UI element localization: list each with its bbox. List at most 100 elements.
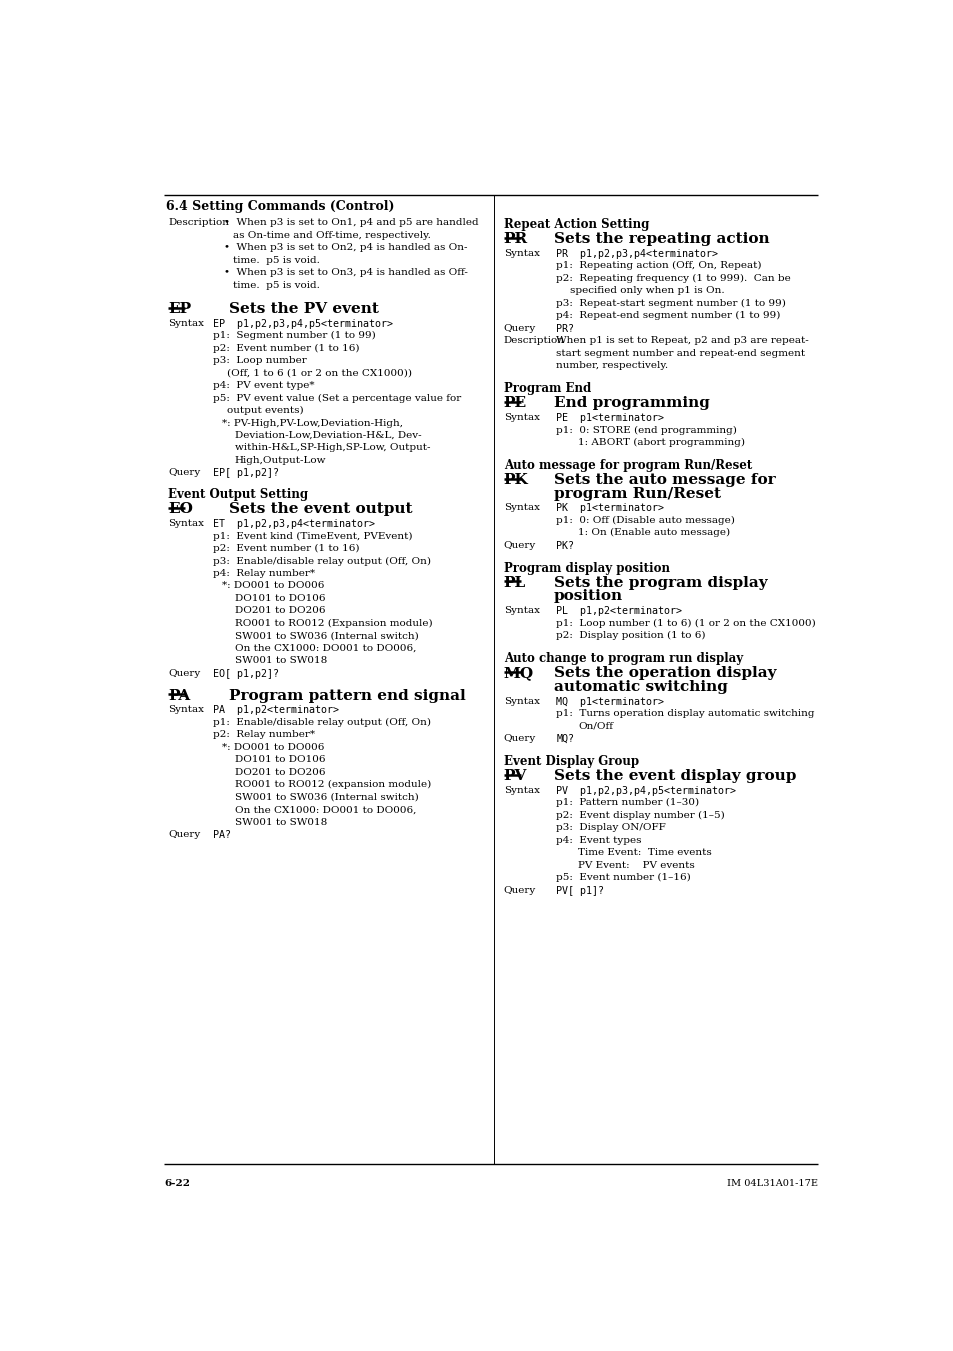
- Text: Description: Description: [503, 336, 564, 346]
- Text: PE  p1<terminator>: PE p1<terminator>: [556, 413, 663, 423]
- Text: IM 04L31A01-17E: IM 04L31A01-17E: [726, 1179, 818, 1189]
- Text: SW001 to SW018: SW001 to SW018: [234, 817, 327, 827]
- Text: output events): output events): [227, 407, 303, 415]
- Text: p3:  Loop number: p3: Loop number: [213, 357, 307, 365]
- Text: DO201 to DO206: DO201 to DO206: [234, 607, 325, 615]
- Text: *: PV-High,PV-Low,Deviation-High,: *: PV-High,PV-Low,Deviation-High,: [222, 419, 403, 427]
- Text: Sets the event output: Sets the event output: [229, 503, 412, 516]
- Text: PR  p1,p2,p3,p4<terminator>: PR p1,p2,p3,p4<terminator>: [556, 249, 718, 259]
- Text: p1:  Turns operation display automatic switching: p1: Turns operation display automatic sw…: [556, 709, 814, 719]
- Text: Sets the operation display: Sets the operation display: [554, 666, 776, 680]
- Text: PK?: PK?: [556, 540, 574, 551]
- Text: Program pattern end signal: Program pattern end signal: [229, 689, 465, 703]
- Text: 6.4 Setting Commands (Control): 6.4 Setting Commands (Control): [166, 200, 394, 213]
- Text: MQ: MQ: [503, 666, 534, 680]
- Text: Event Display Group: Event Display Group: [503, 755, 639, 769]
- Text: Syntax: Syntax: [503, 607, 539, 615]
- Text: Time Event:  Time events: Time Event: Time events: [578, 848, 711, 858]
- Text: Query: Query: [503, 324, 536, 332]
- Text: Query: Query: [168, 830, 200, 839]
- Text: Syntax: Syntax: [168, 519, 204, 528]
- Text: *: DO001 to DO006: *: DO001 to DO006: [222, 743, 324, 753]
- Text: DO101 to DO106: DO101 to DO106: [234, 594, 325, 603]
- Text: Syntax: Syntax: [503, 413, 539, 422]
- Text: p4:  Event types: p4: Event types: [556, 836, 641, 844]
- Text: EP[ p1,p2]?: EP[ p1,p2]?: [213, 469, 278, 478]
- Text: PV[ p1]?: PV[ p1]?: [556, 886, 603, 896]
- Text: p2:  Event number (1 to 16): p2: Event number (1 to 16): [213, 343, 359, 353]
- Text: SW001 to SW036 (Internal switch): SW001 to SW036 (Internal switch): [234, 793, 418, 801]
- Text: p3:  Repeat-start segment number (1 to 99): p3: Repeat-start segment number (1 to 99…: [556, 299, 785, 308]
- Text: Sets the event display group: Sets the event display group: [554, 769, 796, 784]
- Text: p2:  Repeating frequency (1 to 999).  Can be: p2: Repeating frequency (1 to 999). Can …: [556, 274, 790, 282]
- Text: number, respectively.: number, respectively.: [556, 361, 668, 370]
- Text: p4:  Relay number*: p4: Relay number*: [213, 569, 314, 578]
- Text: MQ?: MQ?: [556, 734, 574, 744]
- Text: On the CX1000: DO001 to DO006,: On the CX1000: DO001 to DO006,: [234, 643, 416, 653]
- Text: When p1 is set to Repeat, p2 and p3 are repeat-: When p1 is set to Repeat, p2 and p3 are …: [556, 336, 808, 346]
- Text: p4:  Repeat-end segment number (1 to 99): p4: Repeat-end segment number (1 to 99): [556, 311, 780, 320]
- Text: 1: On (Enable auto message): 1: On (Enable auto message): [578, 528, 729, 538]
- Text: Sets the repeating action: Sets the repeating action: [554, 232, 769, 246]
- Text: Sets the PV event: Sets the PV event: [229, 301, 378, 316]
- Text: EP  p1,p2,p3,p4,p5<terminator>: EP p1,p2,p3,p4,p5<terminator>: [213, 319, 393, 328]
- Text: SW001 to SW036 (Internal switch): SW001 to SW036 (Internal switch): [234, 631, 418, 640]
- Text: p1:  0: Off (Disable auto message): p1: 0: Off (Disable auto message): [556, 516, 735, 526]
- Text: Auto message for program Run/Reset: Auto message for program Run/Reset: [503, 459, 751, 471]
- Text: p2:  Display position (1 to 6): p2: Display position (1 to 6): [556, 631, 705, 640]
- Text: automatic switching: automatic switching: [554, 680, 727, 694]
- Text: p1:  Loop number (1 to 6) (1 or 2 on the CX1000): p1: Loop number (1 to 6) (1 or 2 on the …: [556, 619, 815, 628]
- Text: High,Output-Low: High,Output-Low: [234, 455, 326, 465]
- Text: Sets the program display: Sets the program display: [554, 576, 767, 589]
- Text: PV: PV: [503, 769, 526, 784]
- Text: p1:  Segment number (1 to 99): p1: Segment number (1 to 99): [213, 331, 375, 340]
- Text: DO101 to DO106: DO101 to DO106: [234, 755, 325, 765]
- Text: PR?: PR?: [556, 324, 574, 334]
- Text: specified only when p1 is On.: specified only when p1 is On.: [570, 286, 724, 296]
- Text: *: DO001 to DO006: *: DO001 to DO006: [222, 581, 324, 590]
- Text: PA: PA: [168, 689, 191, 703]
- Text: p4:  PV event type*: p4: PV event type*: [213, 381, 314, 390]
- Text: p1:  Pattern number (1–30): p1: Pattern number (1–30): [556, 798, 699, 808]
- Text: PK: PK: [503, 473, 528, 486]
- Text: •  When p3 is set to On1, p4 and p5 are handled: • When p3 is set to On1, p4 and p5 are h…: [224, 219, 478, 227]
- Text: PL: PL: [503, 576, 525, 589]
- Text: p3:  Enable/disable relay output (Off, On): p3: Enable/disable relay output (Off, On…: [213, 557, 431, 566]
- Text: 6-22: 6-22: [164, 1179, 190, 1189]
- Text: within-H&L,SP-High,SP-Low, Output-: within-H&L,SP-High,SP-Low, Output-: [234, 443, 430, 453]
- Text: Syntax: Syntax: [168, 319, 204, 328]
- Text: time.  p5 is void.: time. p5 is void.: [233, 255, 319, 265]
- Text: PL  p1,p2<terminator>: PL p1,p2<terminator>: [556, 607, 681, 616]
- Text: Program End: Program End: [503, 382, 590, 396]
- Text: p5:  Event number (1–16): p5: Event number (1–16): [556, 873, 690, 882]
- Text: Syntax: Syntax: [168, 705, 204, 715]
- Text: as On-time and Off-time, respectively.: as On-time and Off-time, respectively.: [233, 231, 431, 240]
- Text: p2:  Event display number (1–5): p2: Event display number (1–5): [556, 811, 724, 820]
- Text: PK  p1<terminator>: PK p1<terminator>: [556, 504, 663, 513]
- Text: Program display position: Program display position: [503, 562, 669, 576]
- Text: Description: Description: [168, 219, 229, 227]
- Text: On/Off: On/Off: [578, 721, 613, 731]
- Text: RO001 to RO012 (expansion module): RO001 to RO012 (expansion module): [234, 781, 431, 789]
- Text: PE: PE: [503, 396, 526, 411]
- Text: Query: Query: [503, 886, 536, 894]
- Text: p1:  Repeating action (Off, On, Repeat): p1: Repeating action (Off, On, Repeat): [556, 261, 761, 270]
- Text: p1:  Enable/disable relay output (Off, On): p1: Enable/disable relay output (Off, On…: [213, 717, 431, 727]
- Text: p2:  Event number (1 to 16): p2: Event number (1 to 16): [213, 544, 359, 553]
- Text: RO001 to RO012 (Expansion module): RO001 to RO012 (Expansion module): [234, 619, 432, 628]
- Text: MQ  p1<terminator>: MQ p1<terminator>: [556, 697, 663, 707]
- Text: Query: Query: [168, 669, 200, 678]
- Text: 1: ABORT (abort programming): 1: ABORT (abort programming): [578, 438, 744, 447]
- Text: Event Output Setting: Event Output Setting: [168, 489, 308, 501]
- Text: Syntax: Syntax: [503, 786, 539, 794]
- Text: SW001 to SW018: SW001 to SW018: [234, 657, 327, 665]
- Text: EO: EO: [168, 503, 193, 516]
- Text: Query: Query: [503, 540, 536, 550]
- Text: Auto change to program run display: Auto change to program run display: [503, 653, 742, 666]
- Text: Deviation-Low,Deviation-H&L, Dev-: Deviation-Low,Deviation-H&L, Dev-: [234, 431, 421, 440]
- Text: Syntax: Syntax: [503, 697, 539, 705]
- Text: End programming: End programming: [554, 396, 709, 411]
- Text: p1:  Event kind (TimeEvent, PVEvent): p1: Event kind (TimeEvent, PVEvent): [213, 531, 412, 540]
- Text: EO[ p1,p2]?: EO[ p1,p2]?: [213, 669, 278, 678]
- Text: On the CX1000: DO001 to DO006,: On the CX1000: DO001 to DO006,: [234, 805, 416, 815]
